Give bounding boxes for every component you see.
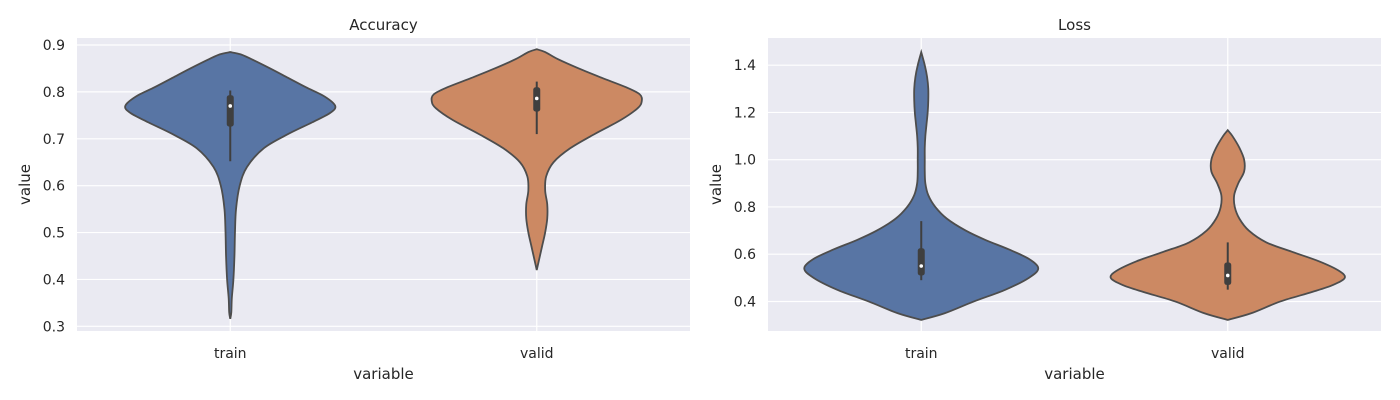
- iqr-box-train: [226, 95, 234, 127]
- y-tick-label: 0.4: [734, 294, 756, 310]
- y-tick-label: 0.3: [43, 319, 65, 335]
- y-tick-label: 0.8: [734, 200, 756, 216]
- chart-title: Loss: [1058, 16, 1091, 34]
- y-tick-label: 1.2: [734, 105, 756, 121]
- chart-title: Accuracy: [349, 16, 418, 34]
- x-tick-label: train: [905, 346, 938, 362]
- y-tick-label: 0.8: [43, 85, 65, 101]
- violin-train: [803, 48, 1040, 321]
- x-axis-label: variable: [353, 365, 414, 383]
- x-tick-label: train: [214, 346, 247, 362]
- median-dot-train: [919, 264, 924, 268]
- y-tick-label: 0.4: [43, 272, 65, 288]
- accuracy-panel: 0.3 0.4 0.5 0.6 0.7 0.8 0.9 train valid variable v…: [16, 16, 690, 383]
- y-tick-label: 0.6: [43, 179, 65, 195]
- y-tick-label: 1.4: [734, 58, 756, 74]
- x-tick-label: valid: [1211, 346, 1245, 362]
- median-dot-valid: [534, 96, 539, 101]
- violin-body-valid: [1109, 128, 1346, 321]
- y-tick-label: 0.7: [43, 132, 65, 148]
- y-axis-label: value: [16, 164, 34, 205]
- violin-body-train: [803, 48, 1040, 321]
- violin-train: [124, 51, 337, 319]
- x-axis-label: variable: [1044, 365, 1105, 383]
- violin-valid: [1109, 128, 1346, 321]
- iqr-box-train: [917, 248, 925, 276]
- y-tick-label: 0.6: [734, 247, 756, 263]
- violin-body-valid: [430, 48, 643, 271]
- violin-body-train: [124, 51, 337, 319]
- median-dot-valid: [1225, 273, 1230, 278]
- median-dot-train: [228, 104, 233, 108]
- y-tick-label: 0.5: [43, 226, 65, 242]
- y-tick-label: 1.0: [734, 153, 756, 169]
- y-axis-label: value: [707, 164, 725, 205]
- violin-valid: [430, 48, 643, 271]
- loss-panel: 0.4 0.6 0.8 1.0 1.2 1.4 train valid variable valu…: [707, 16, 1381, 383]
- y-tick-label: 0.9: [43, 38, 65, 54]
- x-tick-label: valid: [520, 346, 554, 362]
